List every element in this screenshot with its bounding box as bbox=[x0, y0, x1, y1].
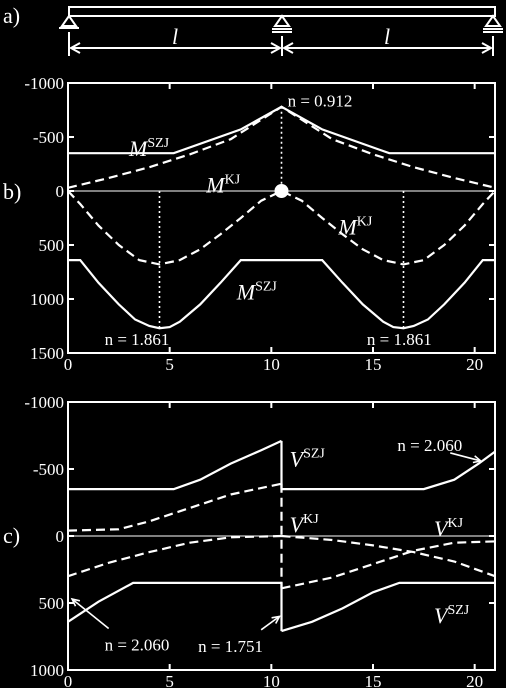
x-tick-label: 15 bbox=[365, 672, 382, 688]
y-tick-label: -1000 bbox=[24, 74, 64, 93]
hinge-marker bbox=[274, 184, 289, 198]
annotation-label: n = 1.861 bbox=[105, 330, 170, 349]
y-tick-label: 1000 bbox=[30, 290, 64, 309]
annotation-label: n = 0.912 bbox=[288, 91, 353, 110]
panel-label: b) bbox=[3, 179, 21, 204]
series-label: MSZJ bbox=[128, 136, 170, 161]
y-tick-label: 1500 bbox=[30, 344, 64, 363]
support-right bbox=[483, 14, 503, 33]
y-tick-label: 500 bbox=[39, 236, 65, 255]
beam-panel: a) bbox=[3, 3, 503, 56]
series-line-dashed bbox=[281, 540, 496, 590]
annotation-arrow bbox=[260, 615, 280, 631]
series-label: MKJ bbox=[337, 215, 372, 240]
x-tick-label: 0 bbox=[64, 355, 73, 374]
annotation-label: n = 2.060 bbox=[105, 636, 170, 655]
y-tick-label: 0 bbox=[56, 182, 65, 201]
series-line-solid bbox=[281, 581, 495, 633]
y-tick-label: -500 bbox=[33, 460, 64, 479]
y-tick-label: 500 bbox=[39, 594, 65, 613]
dimension-lines bbox=[68, 32, 494, 56]
series-label: MSZJ bbox=[236, 279, 278, 304]
series-label: MKJ bbox=[205, 173, 240, 198]
annotation-arrowhead bbox=[271, 615, 281, 624]
span-label-left: l bbox=[172, 24, 178, 49]
series-line-dashed bbox=[67, 482, 282, 532]
y-tick-label: 0 bbox=[56, 527, 65, 546]
annotation-label: n = 1.751 bbox=[198, 637, 263, 656]
annotation-arrow bbox=[450, 452, 481, 462]
x-tick-label: 20 bbox=[466, 672, 483, 688]
y-tick-label: 1000 bbox=[30, 661, 64, 680]
series-label: VKJ bbox=[434, 516, 464, 541]
plot-frame bbox=[67, 82, 496, 354]
series-label: VSZJ bbox=[290, 446, 326, 471]
series-line-solid bbox=[68, 259, 495, 330]
annotation-label: n = 2.060 bbox=[397, 436, 462, 455]
series-line-solid bbox=[68, 439, 282, 491]
series-line-dashed bbox=[67, 189, 496, 266]
span-label-right: l bbox=[384, 24, 390, 49]
series-label: VKJ bbox=[290, 512, 320, 537]
x-tick-label: 5 bbox=[165, 355, 174, 374]
x-tick-label: 10 bbox=[263, 355, 280, 374]
series-line-solid bbox=[67, 581, 282, 623]
annotation-arrow bbox=[71, 598, 110, 630]
y-tick-label: -500 bbox=[33, 128, 64, 147]
support-middle bbox=[272, 14, 292, 33]
beam bbox=[59, 6, 503, 33]
x-tick-label: 10 bbox=[263, 672, 280, 688]
annotation-arrowhead bbox=[472, 455, 483, 464]
x-tick-label: 20 bbox=[466, 355, 483, 374]
series-line-dashed bbox=[67, 105, 496, 189]
x-tick-label: 15 bbox=[365, 355, 382, 374]
series-label: VSZJ bbox=[434, 603, 470, 628]
annotation-arrowhead bbox=[70, 597, 81, 607]
x-tick-label: 0 bbox=[64, 672, 73, 688]
support-left bbox=[59, 14, 79, 29]
y-tick-label: -1000 bbox=[24, 393, 64, 412]
series-line-dashed bbox=[67, 534, 282, 578]
annotation-label: n = 1.861 bbox=[367, 330, 432, 349]
x-tick-label: 5 bbox=[165, 672, 174, 688]
series-line-dashed bbox=[281, 534, 496, 578]
panel-label: c) bbox=[3, 523, 20, 548]
panel-label-a: a) bbox=[3, 3, 20, 28]
